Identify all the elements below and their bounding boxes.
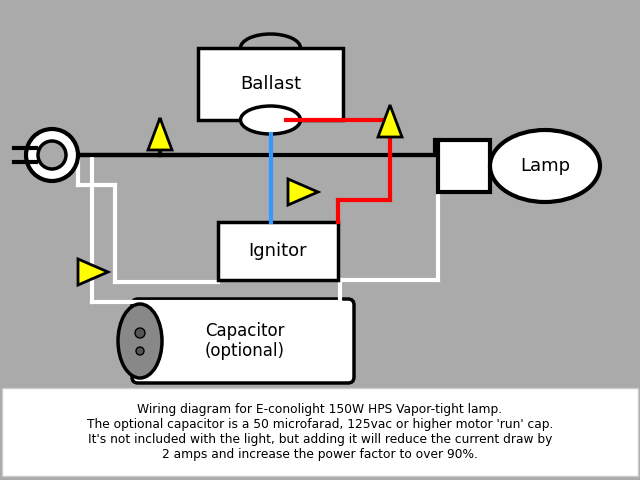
Ellipse shape (241, 106, 301, 134)
Text: Ignitor: Ignitor (249, 242, 307, 260)
Circle shape (136, 347, 144, 355)
Polygon shape (78, 259, 108, 285)
Polygon shape (148, 118, 172, 150)
Text: Lamp: Lamp (520, 157, 570, 175)
FancyBboxPatch shape (2, 388, 638, 476)
FancyBboxPatch shape (218, 222, 338, 280)
Ellipse shape (118, 304, 162, 378)
Polygon shape (378, 105, 402, 137)
Ellipse shape (490, 130, 600, 202)
FancyBboxPatch shape (438, 140, 490, 192)
Text: Capacitor
(optional): Capacitor (optional) (205, 322, 285, 360)
Circle shape (135, 328, 145, 338)
Text: Ballast: Ballast (240, 75, 301, 93)
Circle shape (26, 129, 78, 181)
FancyBboxPatch shape (198, 48, 343, 120)
FancyBboxPatch shape (132, 299, 354, 383)
Ellipse shape (241, 34, 301, 62)
Text: Wiring diagram for E-conolight 150W HPS Vapor-tight lamp.
The optional capacitor: Wiring diagram for E-conolight 150W HPS … (87, 403, 553, 461)
Polygon shape (288, 179, 318, 205)
Circle shape (38, 141, 66, 169)
